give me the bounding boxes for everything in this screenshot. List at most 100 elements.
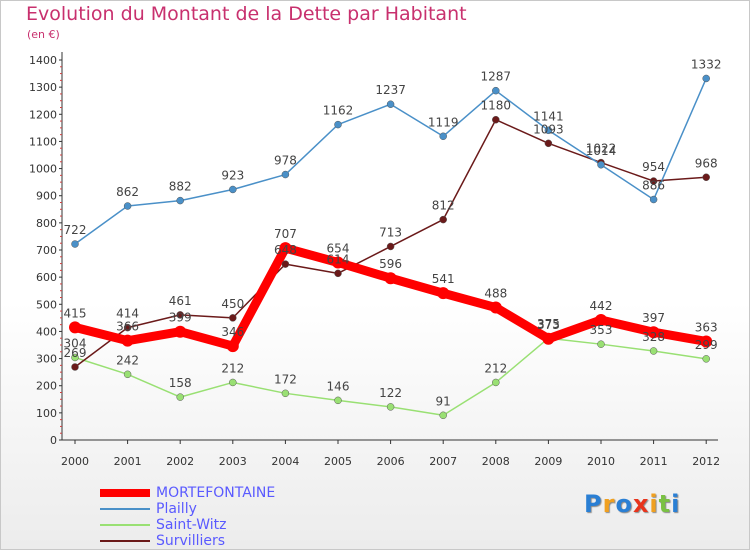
data-point [334, 396, 342, 405]
data-label: 353 [590, 323, 613, 337]
logo-letter: i [671, 490, 681, 518]
data-label: 713 [379, 225, 402, 239]
legend-swatch [100, 540, 150, 542]
data-point [71, 240, 79, 248]
data-point [597, 340, 605, 348]
data-point [121, 334, 134, 347]
data-label: 978 [274, 154, 297, 168]
data-label: 882 [169, 180, 192, 194]
data-label: 172 [274, 372, 297, 386]
logo-letter: x [632, 490, 650, 518]
data-label: 212 [221, 361, 244, 375]
data-label: 596 [379, 257, 402, 271]
series-points [69, 74, 713, 420]
x-tick-label: 2007 [429, 455, 457, 468]
data-point [174, 325, 187, 338]
legend-label: MORTEFONTAINE [156, 485, 276, 501]
data-point [437, 287, 450, 300]
data-label: 654 [327, 241, 350, 255]
y-tick-label: 400 [36, 325, 57, 338]
data-label: 954 [642, 160, 665, 174]
data-label: 399 [169, 311, 192, 325]
line-chart: 0 100 200 300 400 500 600 700 800 900 1000 1100 1200… [29, 52, 721, 468]
y-tick-label: 900 [36, 190, 57, 203]
data-label: 541 [432, 272, 455, 286]
data-point [229, 378, 237, 387]
y-tick-label: 300 [36, 353, 57, 366]
data-label: 862 [116, 185, 139, 199]
data-label: 450 [221, 297, 244, 311]
y-tick-label: 800 [36, 217, 57, 230]
y-tick-label: 1300 [29, 81, 57, 94]
data-label: 299 [695, 338, 718, 352]
data-label: 923 [221, 168, 244, 182]
y-tick-label: 200 [36, 380, 57, 393]
logo-letter: r [602, 490, 616, 518]
data-point [123, 202, 132, 210]
data-point [123, 370, 132, 379]
data-label: 415 [64, 306, 87, 320]
legend-swatch [100, 508, 150, 510]
data-point [544, 139, 553, 148]
data-label: 707 [274, 227, 297, 241]
data-label: 414 [116, 307, 139, 321]
legend-swatch [100, 524, 150, 526]
data-label: 461 [169, 294, 192, 308]
data-point [647, 326, 660, 339]
logo-letter: t [658, 490, 672, 518]
legend: MORTEFONTAINE Plailly Saint-Witz Survill… [100, 485, 275, 549]
legend-item-saint-witz: Saint-Witz [100, 517, 275, 533]
data-label: 1119 [428, 115, 459, 129]
data-label: 346 [221, 325, 244, 339]
data-label: 722 [64, 223, 87, 237]
data-point [334, 269, 342, 278]
data-label: 1180 [481, 99, 512, 113]
data-label: 373 [537, 318, 560, 332]
y-tick-label: 1200 [29, 108, 57, 121]
data-label: 328 [642, 330, 665, 344]
data-label: 158 [169, 376, 192, 390]
x-tick-label: 2001 [114, 455, 142, 468]
y-tick-label: 1000 [29, 163, 57, 176]
data-point [702, 355, 710, 363]
legend-swatch [100, 489, 150, 497]
data-label: 366 [116, 320, 139, 334]
data-label: 146 [327, 379, 350, 393]
data-point [439, 411, 447, 420]
data-label: 886 [642, 179, 665, 193]
x-tick-label: 2010 [587, 455, 615, 468]
legend-label: Saint-Witz [156, 517, 227, 533]
data-point [334, 120, 342, 129]
data-label: 488 [484, 287, 507, 301]
data-point [492, 86, 500, 95]
data-point [649, 177, 658, 185]
data-point [700, 335, 713, 348]
x-tick-label: 2011 [640, 455, 668, 468]
y-tick-label: 600 [36, 271, 57, 284]
data-point [384, 272, 397, 285]
data-label: 269 [64, 346, 87, 360]
data-point [386, 403, 395, 411]
legend-item-plailly: Plailly [100, 501, 275, 517]
legend-item-survilliers: Survilliers [100, 533, 275, 549]
data-point [281, 389, 290, 398]
data-point [176, 311, 184, 319]
x-tick-label: 2008 [482, 455, 510, 468]
data-point [595, 314, 607, 327]
data-label: 397 [642, 311, 665, 325]
x-tick-label: 2000 [61, 455, 89, 468]
data-point [386, 100, 395, 108]
data-point [69, 321, 81, 334]
x-tick-label: 2003 [219, 455, 247, 468]
logo-letter: i [649, 490, 659, 518]
data-point [226, 340, 239, 353]
data-label: 1014 [586, 144, 617, 158]
data-point [649, 195, 658, 204]
data-point [281, 260, 290, 268]
logo-letter: P [584, 490, 603, 518]
logo-letter: o [615, 490, 633, 518]
data-label: 1287 [481, 70, 512, 84]
data-point [489, 301, 502, 314]
data-point [71, 353, 79, 362]
data-label: 1237 [375, 83, 406, 97]
